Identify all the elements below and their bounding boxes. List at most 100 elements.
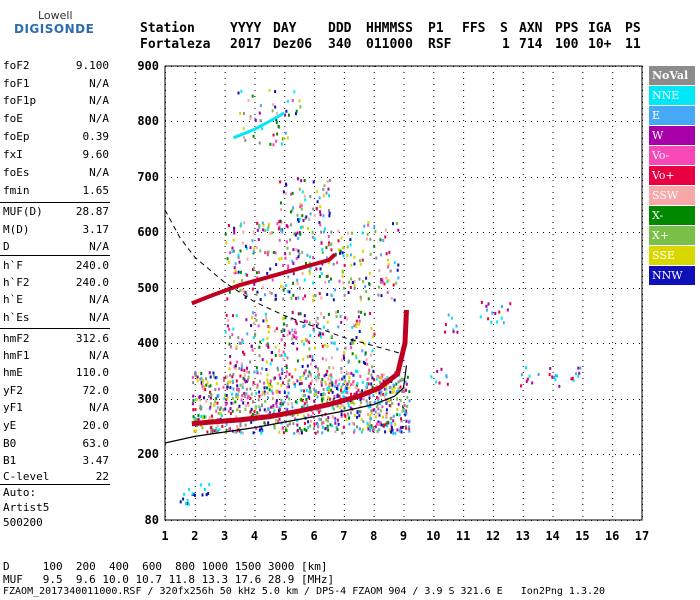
grid-dot — [373, 144, 375, 145]
echo-point — [312, 180, 315, 184]
grid-dot — [612, 354, 614, 355]
echo-point — [302, 414, 305, 418]
grid-dot — [343, 144, 345, 145]
grid-dot — [433, 294, 435, 295]
grid-dot — [201, 454, 202, 455]
grid-dot — [519, 520, 520, 521]
grid-dot — [627, 232, 628, 233]
grid-dot — [343, 360, 345, 361]
grid-dot — [165, 366, 166, 367]
grid-dot — [423, 399, 424, 400]
grid-dot — [433, 84, 435, 85]
grid-dot — [165, 240, 166, 241]
grid-dot — [343, 480, 345, 481]
echo-point — [361, 340, 364, 344]
grid-dot — [582, 144, 584, 145]
grid-dot — [267, 454, 268, 455]
grid-dot — [435, 121, 436, 122]
grid-dot — [582, 210, 584, 211]
echo-point — [243, 378, 246, 382]
grid-dot — [579, 454, 580, 455]
grid-dot — [224, 348, 226, 349]
grid-dot — [435, 520, 436, 521]
echo-point — [346, 317, 349, 321]
grid-dot — [194, 330, 196, 331]
grid-dot — [194, 396, 196, 397]
echo-point — [259, 371, 262, 375]
grid-dot — [194, 228, 196, 229]
grid-dot — [165, 408, 166, 409]
grid-dot — [552, 366, 554, 367]
grid-dot — [343, 492, 345, 493]
echo-point — [336, 418, 339, 422]
echo-point — [235, 314, 238, 318]
grid-dot — [492, 420, 494, 421]
grid-dot — [552, 396, 554, 397]
echo-point — [294, 400, 297, 404]
grid-dot — [612, 504, 614, 505]
grid-dot — [429, 520, 430, 521]
param-row: foE N/A — [3, 112, 109, 126]
grid-dot — [411, 177, 412, 178]
grid-dot — [343, 330, 345, 331]
echo-point — [311, 230, 314, 234]
grid-dot — [552, 390, 554, 391]
grid-dot — [207, 232, 208, 233]
echo-point — [278, 430, 281, 434]
grid-dot — [309, 232, 310, 233]
grid-dot — [522, 228, 524, 229]
echo-point — [285, 366, 288, 370]
echo-point — [234, 364, 237, 368]
grid-dot — [463, 258, 465, 259]
grid-dot — [165, 372, 166, 373]
echo-point — [293, 330, 296, 334]
grid-dot — [254, 492, 256, 493]
echo-point — [251, 287, 254, 291]
echo-point — [359, 410, 362, 414]
grid-dot — [343, 432, 345, 433]
grid-dot — [591, 343, 592, 344]
grid-dot — [194, 282, 196, 283]
echo-point — [321, 431, 324, 435]
grid-dot — [279, 177, 280, 178]
grid-dot — [177, 232, 178, 233]
grid-dot — [343, 516, 345, 517]
echo-point — [201, 381, 204, 385]
grid-dot — [321, 288, 322, 289]
grid-dot — [194, 234, 196, 235]
echo-point — [375, 384, 378, 388]
grid-dot — [433, 510, 435, 511]
grid-dot — [343, 84, 345, 85]
echo-point — [320, 312, 323, 316]
param-name: foEp — [3, 130, 30, 143]
echo-point — [302, 374, 305, 378]
echo-point — [301, 214, 304, 218]
echo-point — [377, 407, 380, 411]
grid-dot — [463, 90, 465, 91]
echo-point — [294, 417, 297, 421]
echo-point — [289, 210, 292, 214]
grid-dot — [273, 177, 274, 178]
echo-point — [262, 228, 265, 232]
grid-dot — [183, 232, 184, 233]
echo-point — [359, 404, 362, 408]
grid-dot — [492, 192, 494, 193]
grid-dot — [333, 232, 334, 233]
echo-point — [491, 311, 494, 315]
echo-point — [384, 228, 387, 232]
echo-point — [265, 360, 268, 364]
echo-point — [243, 394, 246, 398]
echo-point — [273, 425, 276, 429]
echo-point — [298, 231, 301, 235]
grid-dot — [373, 234, 375, 235]
grid-dot — [612, 114, 614, 115]
echo-point — [358, 414, 361, 418]
grid-dot — [343, 126, 345, 127]
echo-point — [367, 221, 370, 225]
echo-point — [292, 261, 295, 265]
echo-point — [254, 119, 257, 123]
echo-point — [368, 393, 371, 397]
grid-dot — [195, 343, 196, 344]
grid-dot — [627, 121, 628, 122]
grid-dot — [519, 232, 520, 233]
